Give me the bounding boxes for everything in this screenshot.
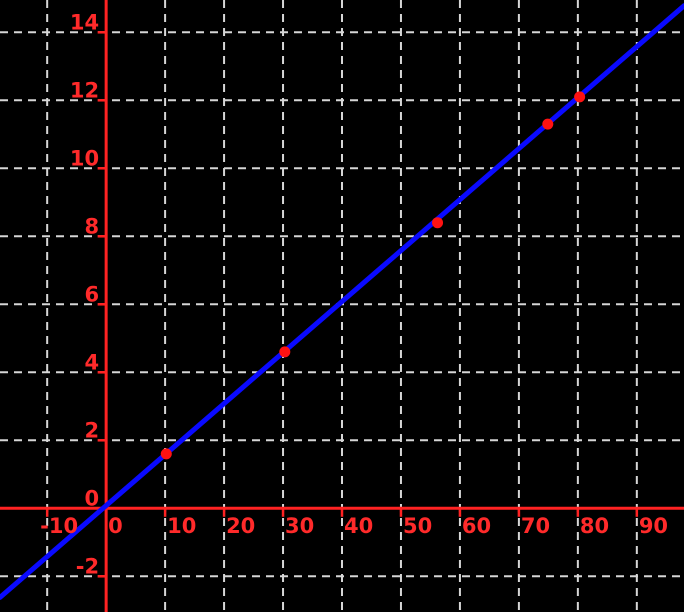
- data-point: [160, 448, 172, 460]
- y-tick-label: 4: [85, 350, 100, 374]
- y-tick-label: 8: [85, 214, 100, 238]
- x-tick-label: 20: [226, 514, 255, 538]
- y-tick-label: -2: [76, 554, 99, 578]
- x-tick-label: 60: [462, 514, 491, 538]
- trend-line: [0, 3, 684, 600]
- y-tick-label: 2: [85, 418, 100, 442]
- x-tick-label: 30: [285, 514, 314, 538]
- y-tick-label: 0: [85, 486, 100, 510]
- y-tick-label: 6: [85, 282, 100, 306]
- data-point: [279, 346, 291, 358]
- data-point: [574, 91, 586, 103]
- y-tick-label: 10: [70, 146, 99, 170]
- x-tick-label: 10: [167, 514, 196, 538]
- y-tick-label: 14: [70, 10, 99, 34]
- x-tick-label: 90: [639, 514, 668, 538]
- data-point: [432, 217, 444, 229]
- x-tick-label: 50: [403, 514, 432, 538]
- x-tick-label: 80: [580, 514, 609, 538]
- x-tick-label: 70: [521, 514, 550, 538]
- data-point: [542, 118, 554, 130]
- x-tick-label: 0: [108, 514, 123, 538]
- x-tick-label: 40: [344, 514, 373, 538]
- x-tick-label: -10: [40, 514, 78, 538]
- y-tick-label: 12: [70, 78, 99, 102]
